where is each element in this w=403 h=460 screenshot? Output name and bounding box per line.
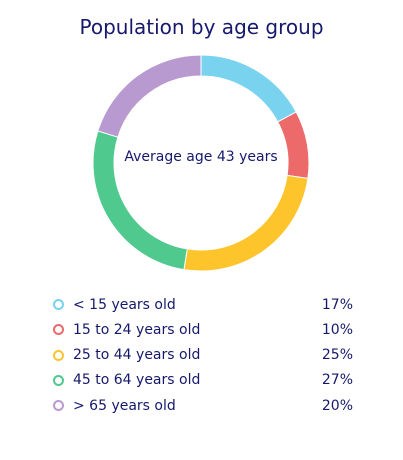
- donut-slice-2[interactable]: [277, 111, 310, 179]
- legend-marker-icon: [53, 349, 64, 361]
- legend-label: 45 to 64 years old: [73, 372, 201, 389]
- legend-item[interactable]: 15 to 24 years old 10%: [53, 317, 353, 342]
- donut-slice-3[interactable]: [183, 174, 309, 272]
- center-label: Average age 43 years: [124, 149, 278, 165]
- legend-item[interactable]: 25 to 44 years old 25%: [53, 343, 353, 368]
- legend-label: < 15 years old: [73, 296, 176, 313]
- legend-value: 27%: [321, 372, 353, 389]
- donut-slice-1[interactable]: [200, 54, 297, 123]
- legend-item[interactable]: 45 to 64 years old 27%: [53, 368, 353, 393]
- legend-item[interactable]: < 15 years old 17%: [53, 292, 353, 317]
- legend-marker-icon: [53, 299, 64, 311]
- legend-label: 15 to 24 years old: [73, 321, 201, 338]
- donut-slice-5[interactable]: [97, 54, 202, 138]
- legend-value: 10%: [321, 321, 353, 338]
- legend-marker-icon: [53, 324, 64, 336]
- legend-label: > 65 years old: [73, 397, 176, 414]
- legend-marker-icon: [53, 400, 64, 412]
- chart-title: Population by age group: [79, 15, 324, 39]
- legend-value: 25%: [321, 347, 353, 364]
- legend-value: 17%: [321, 296, 353, 313]
- legend-value: 20%: [321, 397, 353, 414]
- donut-chart: [92, 54, 310, 272]
- legend-label: 25 to 44 years old: [73, 347, 201, 364]
- legend: < 15 years old 17% 15 to 24 years old 10% 25…: [53, 292, 353, 418]
- legend-marker-icon: [53, 374, 64, 386]
- legend-item[interactable]: > 65 years old 20%: [53, 393, 353, 418]
